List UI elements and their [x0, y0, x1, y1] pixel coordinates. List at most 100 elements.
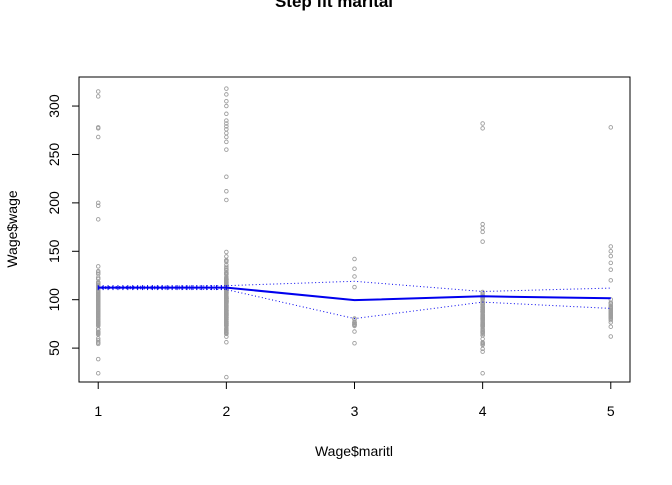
data-point	[224, 257, 229, 263]
data-point	[224, 290, 229, 295]
data-point	[224, 317, 229, 322]
x-tick-label: 2	[222, 403, 230, 419]
data-point	[352, 329, 357, 334]
data-point	[95, 268, 101, 274]
data-point	[352, 266, 357, 271]
data-point	[608, 125, 614, 130]
data-point	[95, 94, 101, 99]
data-point	[224, 272, 229, 277]
data-point	[608, 260, 614, 266]
data-point	[480, 320, 485, 325]
data-point	[95, 301, 101, 307]
data-point	[95, 280, 101, 286]
plot-area: 1 2 3 4 5 50 100 150 200 250 300	[46, 76, 631, 419]
data-point	[224, 314, 229, 320]
data-point	[95, 321, 101, 326]
data-point	[224, 259, 229, 265]
y-tick-label: 300	[46, 94, 62, 118]
data-point	[95, 306, 101, 312]
data-point	[224, 147, 229, 152]
data-point	[224, 254, 229, 259]
data-point	[95, 200, 101, 206]
data-point	[224, 339, 229, 345]
data-point	[352, 316, 357, 321]
data-point	[608, 334, 614, 339]
x-tick-label: 4	[479, 403, 487, 419]
y-tick-label: 150	[46, 239, 62, 263]
data-point	[608, 278, 614, 283]
data-point	[224, 124, 229, 129]
data-point	[480, 305, 485, 311]
data-point	[224, 319, 229, 324]
data-point	[480, 322, 485, 328]
data-point	[224, 111, 229, 117]
data-point	[224, 197, 229, 203]
data-point	[480, 239, 485, 244]
data-point	[480, 221, 485, 227]
data-point	[95, 134, 101, 140]
data-point	[95, 356, 101, 362]
data-point	[608, 267, 614, 272]
data-point	[352, 256, 357, 262]
data-point	[95, 326, 101, 332]
data-point	[224, 277, 229, 282]
data-point	[608, 324, 614, 329]
data-point	[224, 127, 229, 132]
data-point	[608, 314, 614, 319]
data-point	[224, 134, 229, 140]
data-point	[224, 86, 229, 91]
data-point	[224, 174, 229, 179]
data-point	[224, 329, 229, 335]
data-point	[608, 253, 614, 259]
data-point	[480, 308, 485, 314]
data-point	[224, 249, 229, 255]
x-axis-label: Wage$maritl	[315, 443, 393, 459]
data-point	[224, 265, 229, 271]
data-point	[608, 249, 614, 254]
data-point	[224, 274, 229, 280]
y-tick-label: 200	[46, 191, 62, 215]
y-axis-label: Wage$wage	[4, 190, 20, 268]
data-point	[95, 319, 101, 325]
data-point	[352, 341, 357, 346]
data-point	[480, 121, 485, 126]
data-point	[95, 293, 101, 299]
data-point	[608, 320, 614, 325]
data-point	[95, 371, 101, 376]
data-point	[224, 312, 229, 317]
upper-band-line	[98, 280, 611, 292]
data-point	[608, 300, 614, 305]
data-point	[480, 328, 485, 333]
y-tick-label: 100	[46, 288, 62, 312]
data-point	[480, 229, 485, 235]
data-point	[480, 346, 485, 352]
data-point	[95, 264, 101, 269]
data-point	[95, 270, 101, 275]
data-point	[224, 189, 229, 194]
data-point	[95, 217, 101, 222]
lower-band-line	[98, 288, 611, 320]
data-point	[224, 139, 229, 145]
data-point	[95, 312, 101, 317]
data-point	[224, 327, 229, 333]
data-point	[480, 289, 485, 295]
x-tick-label: 1	[94, 403, 102, 419]
data-point	[608, 244, 614, 249]
data-point	[95, 296, 101, 301]
data-point	[224, 322, 229, 327]
data-point	[352, 274, 357, 279]
x-tick-label: 3	[351, 403, 359, 419]
data-point	[480, 349, 485, 354]
x-tick-label: 5	[607, 403, 615, 419]
data-point	[224, 295, 229, 301]
data-point	[480, 333, 485, 338]
data-point	[95, 125, 101, 130]
data-point	[480, 371, 485, 376]
data-point	[224, 374, 229, 380]
data-point	[480, 340, 485, 346]
data-point	[95, 329, 101, 334]
data-point	[224, 121, 229, 126]
data-point	[224, 98, 229, 104]
data-point	[224, 92, 229, 97]
